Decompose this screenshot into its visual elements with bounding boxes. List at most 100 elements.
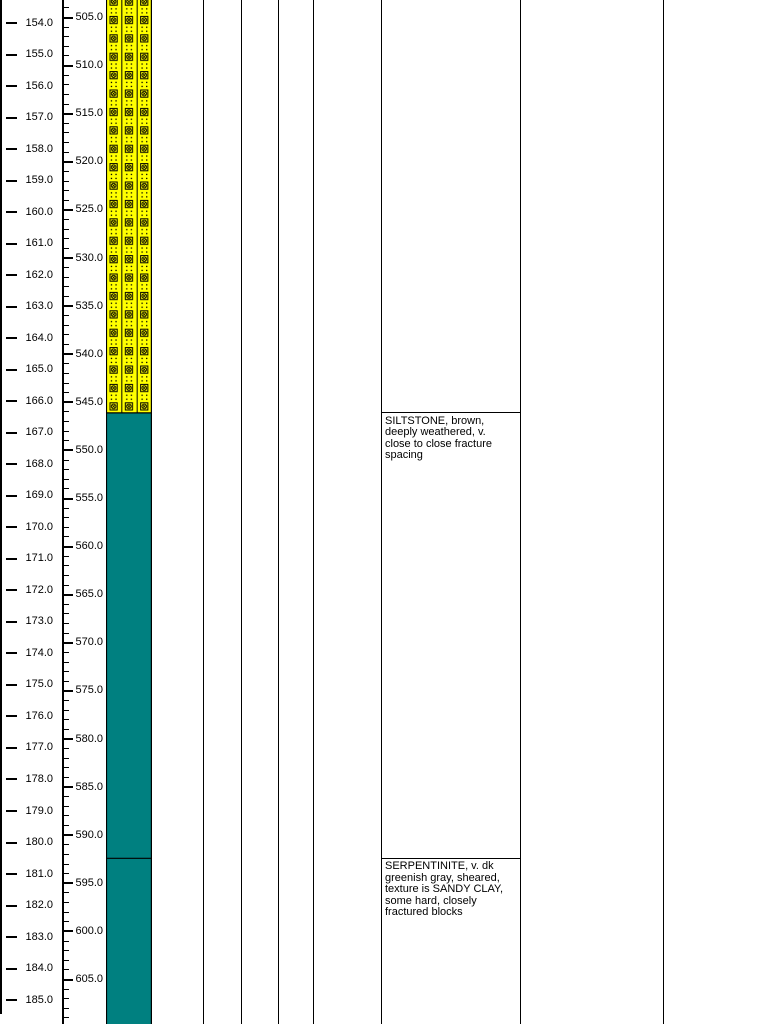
depth-ft-minor-tick xyxy=(63,372,69,374)
depth-ft-tick-label: 540.0 xyxy=(75,347,103,360)
depth-ft-tick-label: 530.0 xyxy=(75,251,103,264)
depth-m-tick-label: 165.0 xyxy=(25,363,53,376)
depth-m-tick-label: 171.0 xyxy=(25,552,53,565)
depth-ft-tick-label: 560.0 xyxy=(75,540,103,553)
depth-ft-tick-label: 525.0 xyxy=(75,203,103,216)
depth-ft-minor-tick xyxy=(63,55,69,57)
depth-ft-tick-label: 520.0 xyxy=(75,155,103,168)
depth-ft-minor-tick xyxy=(63,122,69,124)
depth-ft-tick-label: 545.0 xyxy=(75,395,103,408)
depth-m-tick xyxy=(6,967,17,970)
depth-ft-minor-tick xyxy=(63,719,69,721)
depth-m-tick-label: 175.0 xyxy=(25,678,53,691)
depth-m-tick xyxy=(6,179,17,182)
depth-ft-minor-tick xyxy=(63,805,69,807)
depth-m-tick xyxy=(6,494,17,497)
depth-m-tick xyxy=(6,999,17,1002)
depth-ft-minor-tick xyxy=(63,902,69,904)
depth-ft-minor-tick xyxy=(63,873,69,875)
depth-ft-major-tick xyxy=(63,112,73,115)
depth-ft-minor-tick xyxy=(63,921,69,923)
depth-m-axis-line xyxy=(0,0,2,1014)
depth-ft-minor-tick xyxy=(63,1017,69,1019)
depth-ft-minor-tick xyxy=(63,74,69,76)
depth-m-tick xyxy=(6,22,17,24)
depth-ft-minor-tick xyxy=(63,132,69,134)
depth-ft-minor-tick xyxy=(63,959,69,961)
depth-ft-major-tick xyxy=(63,738,73,740)
depth-ft-minor-tick xyxy=(63,584,69,586)
description-line: deeply weathered, v. xyxy=(385,426,486,439)
depth-m-tick xyxy=(6,85,17,88)
description-line: texture is SANDY CLAY, xyxy=(385,883,503,896)
depth-ft-minor-tick xyxy=(63,911,69,913)
depth-ft-minor-tick xyxy=(63,796,69,798)
track-divider-line xyxy=(313,0,314,1024)
depth-ft-minor-tick xyxy=(63,651,69,653)
depth-ft-minor-tick xyxy=(63,411,69,413)
depth-ft-major-tick xyxy=(63,257,73,259)
description-text: SILTSTONE, brown, deeply weathered, v. clo… xyxy=(385,415,517,462)
depth-ft-minor-tick xyxy=(63,315,69,317)
depth-ft-minor-tick xyxy=(63,276,69,278)
depth-ft-minor-tick xyxy=(63,709,69,711)
depth-ft-minor-tick xyxy=(63,940,69,942)
depth-ft-minor-tick xyxy=(63,728,69,730)
track-divider-line xyxy=(381,0,382,1024)
depth-m-tick-label: 174.0 xyxy=(25,646,53,659)
depth-ft-minor-tick xyxy=(63,363,69,365)
description-text: SERPENTINITE, v. dk greenish gray, sheare… xyxy=(385,861,517,919)
depth-ft-minor-tick xyxy=(63,151,69,153)
depth-m-tick xyxy=(6,904,17,907)
depth-ft-major-tick xyxy=(63,689,73,692)
depth-ft-minor-tick xyxy=(63,680,69,682)
depth-m-tick xyxy=(6,683,17,686)
depth-ft-minor-tick xyxy=(63,623,69,625)
depth-m-tick-label: 156.0 xyxy=(25,79,53,92)
depth-m-tick xyxy=(6,589,17,592)
depth-m-tick xyxy=(6,148,17,151)
depth-ft-minor-tick xyxy=(63,776,69,778)
depth-m-tick xyxy=(6,778,17,781)
depth-ft-minor-tick xyxy=(63,603,69,605)
depth-ft-minor-tick xyxy=(63,45,69,47)
depth-m-tick-label: 176.0 xyxy=(25,709,53,722)
track-divider-line xyxy=(278,0,279,1024)
track-divider-line xyxy=(241,0,242,1024)
lithology-zone-siltstone xyxy=(107,412,151,859)
depth-m-tick-label: 168.0 xyxy=(25,457,53,470)
depth-ft-minor-tick xyxy=(63,555,69,557)
depth-m-tick xyxy=(6,936,17,939)
lithology-zone-serpentinite xyxy=(107,858,151,1024)
depth-ft-minor-tick xyxy=(63,180,69,182)
description-separator xyxy=(381,857,520,859)
depth-ft-minor-tick xyxy=(63,392,69,394)
depth-ft-major-tick xyxy=(63,401,73,404)
depth-ft-major-tick xyxy=(63,497,73,500)
depth-m-tick-label: 183.0 xyxy=(25,930,53,943)
depth-ft-minor-tick xyxy=(63,219,69,221)
depth-m-tick xyxy=(6,526,17,529)
lithology-boundary-lines xyxy=(106,412,152,859)
depth-m-tick xyxy=(6,810,17,812)
depth-ft-tick-label: 590.0 xyxy=(75,828,103,841)
depth-ft-minor-tick xyxy=(63,844,69,846)
depth-ft-major-tick xyxy=(63,305,73,308)
depth-m-tick-label: 185.0 xyxy=(25,993,53,1006)
depth-ft-minor-tick xyxy=(63,661,69,663)
depth-ft-minor-tick xyxy=(63,517,69,519)
depth-ft-minor-tick xyxy=(63,757,69,759)
depth-ft-minor-tick xyxy=(63,526,69,528)
depth-ft-major-tick xyxy=(63,978,73,981)
depth-m-tick xyxy=(6,337,17,340)
depth-m-tick-label: 167.0 xyxy=(25,426,53,439)
depth-m-tick-label: 155.0 xyxy=(25,48,53,61)
depth-ft-major-tick xyxy=(63,545,73,548)
depth-ft-tick-label: 505.0 xyxy=(75,11,103,23)
depth-ft-minor-tick xyxy=(63,469,69,471)
depth-ft-minor-tick xyxy=(63,998,69,1000)
depth-ft-tick-label: 555.0 xyxy=(75,492,103,504)
depth-ft-minor-tick xyxy=(63,488,69,490)
depth-ft-axis-line xyxy=(62,0,64,1024)
